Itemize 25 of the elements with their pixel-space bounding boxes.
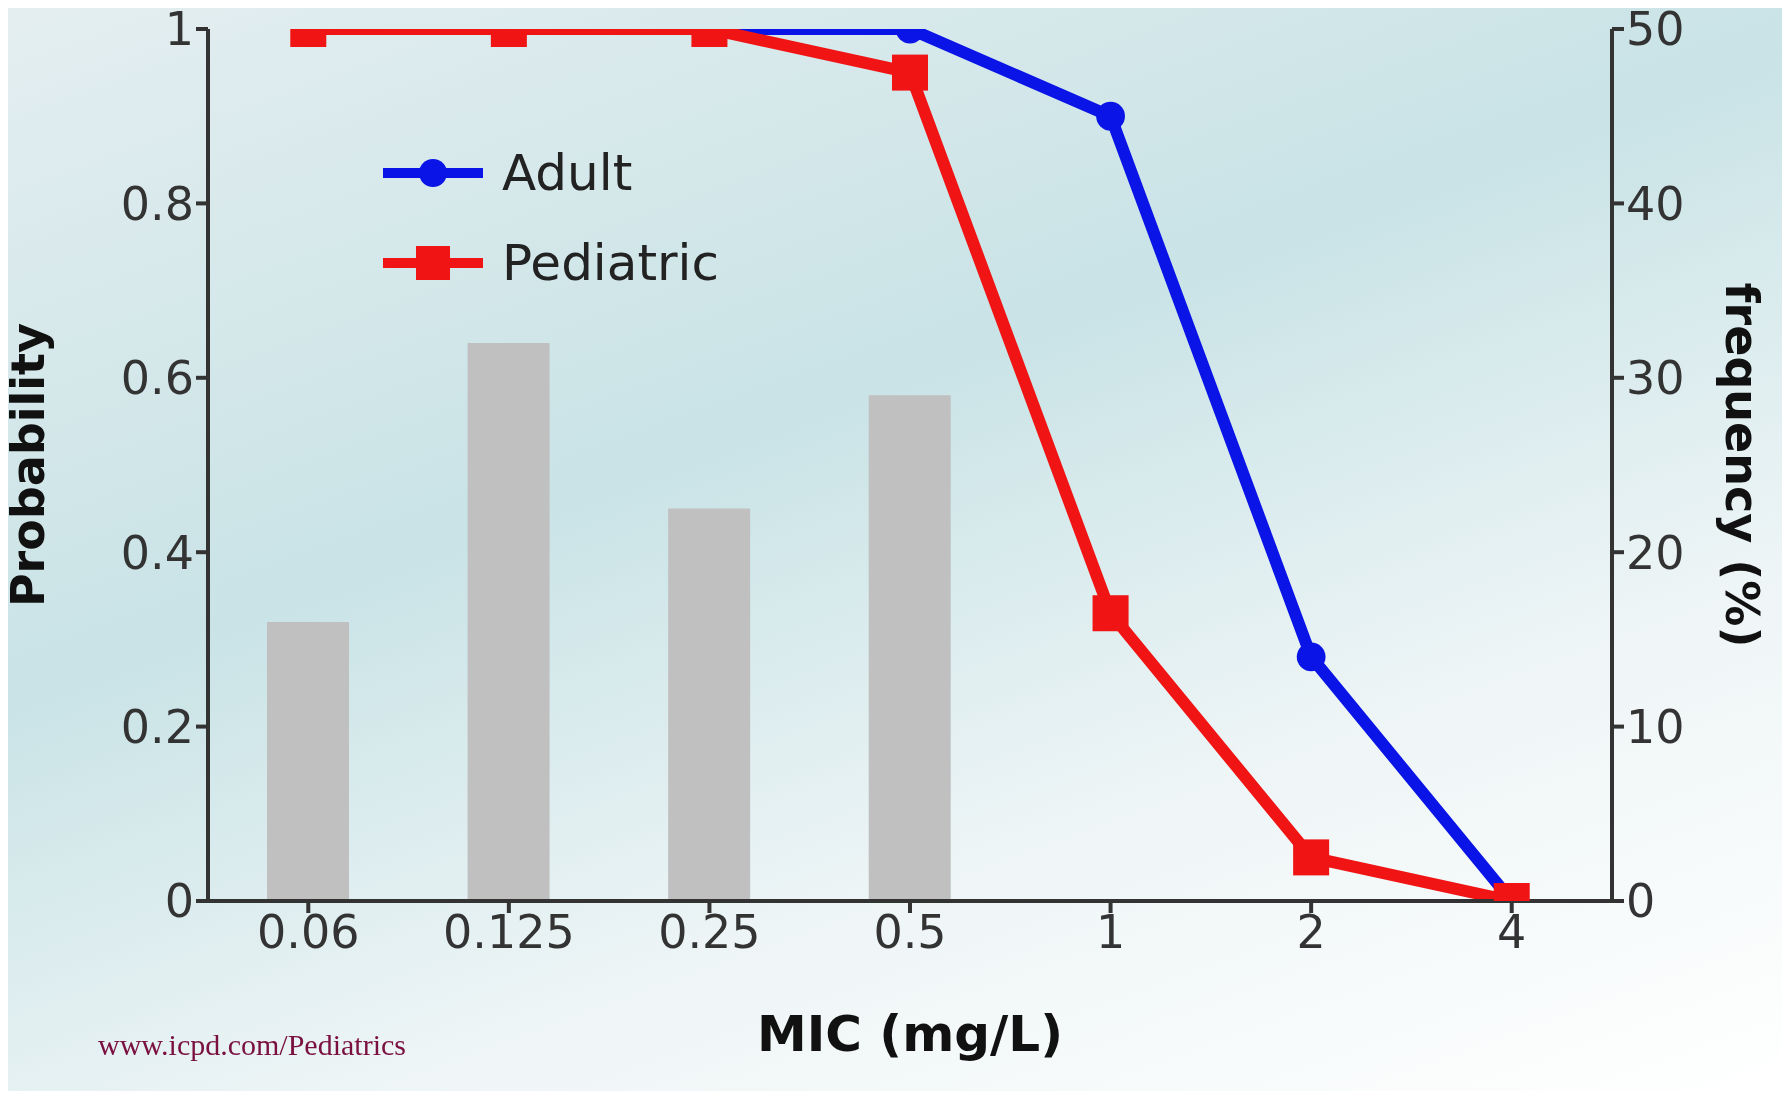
y2-tick-label: 50: [1626, 2, 1685, 57]
y2-tick-label: 40: [1626, 176, 1685, 231]
y2-axis-title: frequency (%): [1714, 282, 1769, 648]
y-axis-title: Probability: [1, 322, 56, 608]
y2-tick-label: 20: [1626, 525, 1685, 580]
y-tick-label: 1: [164, 2, 194, 57]
legend-label: Adult: [502, 143, 633, 204]
x-tick-label: 4: [1497, 904, 1527, 959]
y2-tick-label: 10: [1626, 699, 1685, 754]
x-tick-label: 0.06: [257, 904, 360, 959]
x-tick-label: 2: [1296, 904, 1326, 959]
y2-tick-label: 30: [1626, 351, 1685, 406]
y-tick-label: 0: [164, 874, 194, 929]
legend-label: Pediatric: [502, 233, 719, 294]
x-tick-label: 0.125: [443, 904, 575, 959]
y-tick-label: 0.8: [120, 176, 194, 231]
text: www.icpd.com/Pediatrics: [98, 1028, 406, 1062]
y-tick-label: 0.2: [120, 699, 194, 754]
x-tick-label: 1: [1095, 904, 1126, 959]
y-tick-label: 0.6: [120, 351, 194, 406]
x-tick-label: 0.25: [658, 904, 761, 959]
x-axis-title: MIC (mg/L): [756, 1005, 1064, 1063]
y-tick-label: 0.4: [120, 525, 194, 580]
x-tick-label: 0.5: [873, 904, 947, 959]
y2-tick-label: 0: [1626, 874, 1656, 929]
